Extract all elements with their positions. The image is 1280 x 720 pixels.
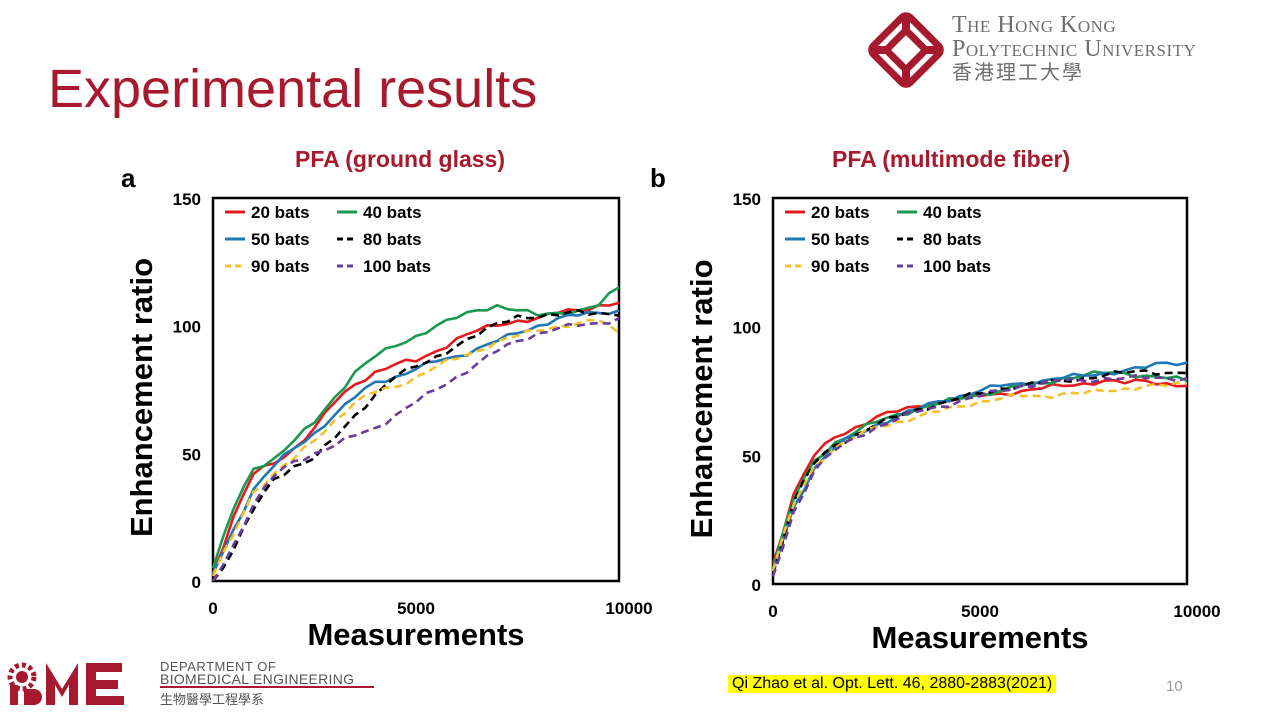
panel-label-b: b (650, 163, 666, 193)
chart-b-x-tick-label: 10000 (1173, 602, 1220, 621)
university-name-zh: 香港理工大學 (952, 62, 1084, 84)
chart-a-title: PFA (ground glass) (295, 146, 505, 172)
chart-b-y-tick-label: 150 (733, 190, 761, 209)
department-rule (160, 686, 374, 688)
university-name-line1: The Hong Kong (952, 12, 1117, 38)
department-line3: 生物醫學工程學系 (160, 692, 265, 707)
polyu-logo-icon (868, 12, 944, 88)
chart-a-series-50-bats (211, 309, 620, 574)
chart-a-legend-label: 100 bats (363, 257, 431, 276)
department-line2: BIOMEDICAL ENGINEERING (160, 671, 355, 687)
chart-b-plot-frame (771, 196, 1189, 586)
chart-b-legend-label: 50 bats (811, 230, 870, 249)
chart-b-y-tick-label: 50 (742, 447, 761, 466)
chart-b-legend-label: 80 bats (923, 230, 982, 249)
chart-b-series-40-bats (771, 370, 1188, 569)
chart-b-series-90-bats (771, 381, 1188, 572)
chart-a-legend-label: 20 bats (251, 203, 310, 222)
chart-b-y-tick-label: 0 (752, 576, 761, 595)
university-name-line2: Polytechnic University (952, 36, 1197, 62)
chart-a-plot-frame (211, 196, 621, 583)
bme-logo-icon (7, 662, 124, 705)
chart-b-legend-label: 90 bats (811, 257, 870, 276)
chart-b-legend-label: 40 bats (923, 203, 982, 222)
chart-a-series-80-bats (211, 309, 620, 582)
chart-b-y-axis-label: Enhancement ratio (684, 259, 719, 538)
chart-b-x-tick-label: 0 (768, 602, 777, 621)
chart-a-x-tick-label: 10000 (605, 599, 652, 618)
chart-b-y-tick-label: 100 (733, 319, 761, 338)
slide-title: Experimental results (48, 59, 538, 119)
chart-a-legend-label: 40 bats (363, 203, 422, 222)
chart-a-x-tick-label: 0 (208, 599, 217, 618)
page-number: 10 (1166, 678, 1183, 695)
citation: Qi Zhao et al. Opt. Lett. 46, 2880-2883(… (728, 675, 1057, 693)
chart-a-series-100-bats (211, 316, 620, 582)
chart-b-series-100-bats (771, 374, 1188, 577)
chart-a-y-tick-label: 50 (182, 445, 201, 464)
panel-label-a: a (121, 163, 136, 193)
chart-a-y-tick-label: 100 (173, 318, 201, 337)
chart-a-legend-label: 90 bats (251, 257, 310, 276)
chart-b-x-axis-label: Measurements (871, 620, 1088, 655)
chart-a-x-axis-label: Measurements (307, 617, 524, 652)
chart-a-legend-label: 80 bats (363, 230, 422, 249)
chart-b-series-80-bats (771, 369, 1188, 575)
chart-a-x-tick-label: 5000 (397, 599, 435, 618)
chart-b-legend-label: 100 bats (923, 257, 991, 276)
chart-b-title: PFA (multimode fiber) (832, 146, 1071, 172)
chart-a-series-40-bats (211, 286, 620, 569)
chart-a-y-tick-label: 0 (192, 573, 201, 592)
chart-a-legend-label: 50 bats (251, 230, 310, 249)
chart-b-x-tick-label: 5000 (961, 602, 999, 621)
chart-a-series-90-bats (211, 318, 620, 577)
chart-a-y-tick-label: 150 (173, 190, 201, 209)
chart-a-y-axis-label: Enhancement ratio (124, 258, 159, 537)
chart-b-legend-label: 20 bats (811, 203, 870, 222)
department-line1: Department of (160, 659, 277, 674)
chart-b-series-20-bats (771, 378, 1188, 564)
